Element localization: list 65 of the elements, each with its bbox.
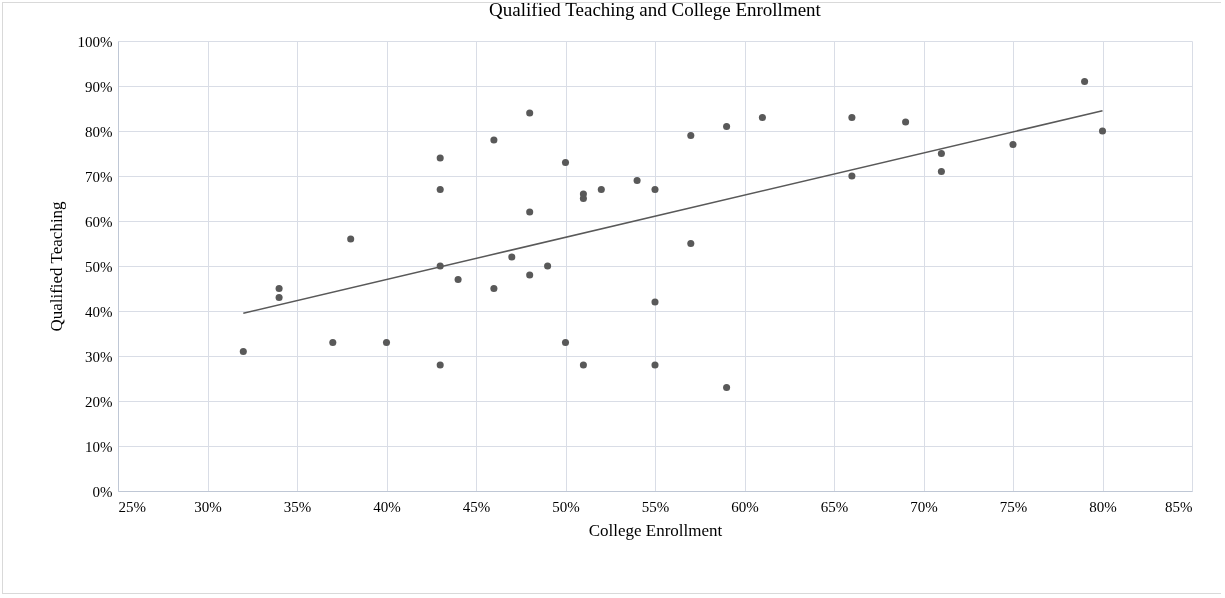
x-tick-label: 25%	[118, 498, 146, 515]
x-tick-label: 85%	[1165, 498, 1193, 515]
y-tick-label: 80%	[85, 123, 113, 140]
point	[490, 136, 498, 144]
point	[329, 338, 337, 347]
point	[347, 235, 355, 243]
point	[848, 113, 856, 122]
point	[651, 185, 659, 194]
point	[490, 284, 498, 293]
point	[436, 185, 444, 194]
point	[436, 154, 444, 162]
y-tick-label: 90%	[85, 78, 113, 95]
y-tick-label: 0%	[92, 483, 113, 500]
point	[544, 262, 552, 270]
point	[723, 383, 731, 392]
point	[1009, 140, 1017, 149]
x-axis-title: College Enrollment	[588, 520, 723, 540]
point	[758, 113, 766, 122]
point	[937, 149, 945, 158]
point	[597, 185, 605, 194]
x-tick-label: 40%	[373, 498, 401, 515]
x-tick-label: 50%	[552, 498, 580, 515]
x-tick-label: 30%	[194, 498, 222, 515]
y-axis-title: Qualified Teaching	[46, 200, 66, 332]
x-tick-label: 55%	[641, 498, 670, 515]
point	[526, 271, 534, 279]
y-tick-label: 60%	[85, 213, 113, 230]
point	[937, 167, 945, 176]
y-tick-label: 40%	[85, 303, 113, 320]
x-tick-label: 75%	[999, 498, 1028, 515]
point	[454, 275, 462, 284]
y-tick-label: 50%	[85, 258, 113, 275]
point	[651, 298, 659, 306]
point	[561, 158, 570, 167]
point	[561, 338, 570, 347]
point	[382, 338, 391, 347]
point	[239, 347, 247, 356]
chart-title: Qualified Teaching and College Enrollment	[489, 0, 822, 20]
point	[508, 253, 516, 261]
y-tick-label: 20%	[85, 393, 113, 410]
x-tick-label: 70%	[910, 498, 938, 515]
x-tick-label: 35%	[283, 498, 312, 515]
point	[1081, 77, 1089, 86]
point	[687, 239, 695, 248]
point	[526, 109, 534, 117]
point	[687, 131, 695, 140]
point	[1098, 127, 1107, 135]
y-tick-label: 100%	[77, 33, 113, 50]
x-tick-label: 80%	[1089, 498, 1117, 515]
x-tick-label: 65%	[820, 498, 849, 515]
point	[275, 293, 283, 302]
point	[275, 284, 283, 293]
x-tick-label: 45%	[462, 498, 491, 515]
point	[526, 208, 534, 216]
point	[902, 118, 910, 126]
point	[848, 172, 856, 180]
point	[723, 122, 731, 131]
point	[651, 361, 659, 369]
x-tick-label: 60%	[731, 498, 759, 515]
y-tick-label: 10%	[85, 438, 113, 455]
point	[579, 361, 587, 369]
point	[436, 361, 444, 369]
y-tick-label: 30%	[85, 348, 113, 365]
y-tick-label: 70%	[85, 168, 113, 185]
point	[633, 176, 641, 185]
